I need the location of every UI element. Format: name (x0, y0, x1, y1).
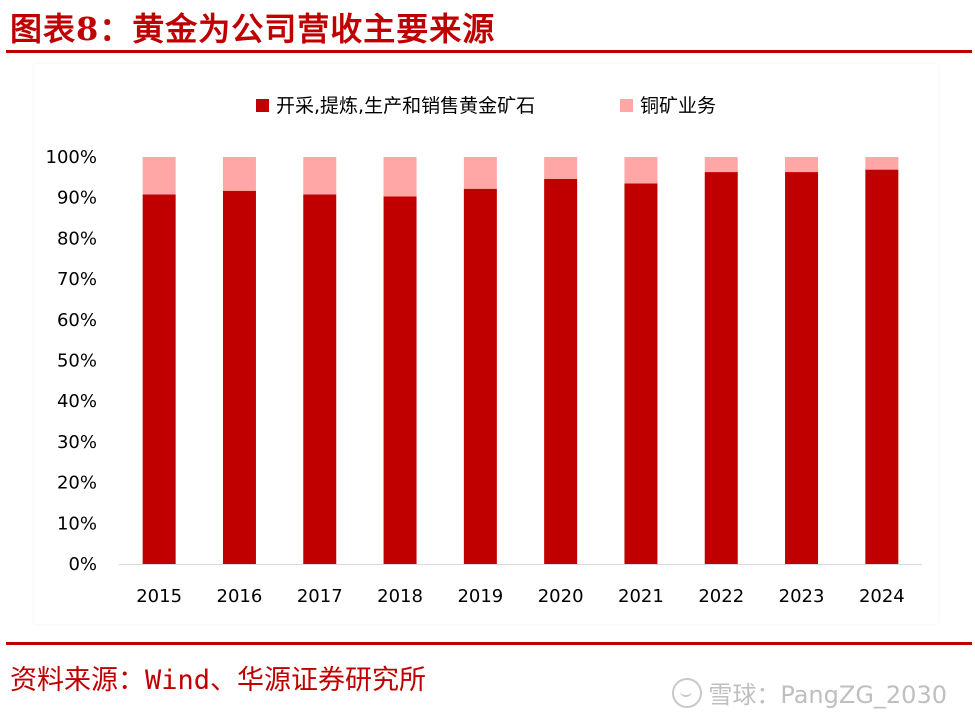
copper-bar (383, 157, 417, 197)
gold-bar (303, 194, 337, 564)
gold-bar (544, 178, 578, 564)
legend-swatch (620, 99, 633, 112)
x-tick-label: 2015 (136, 586, 182, 607)
x-tick-label: 2024 (859, 586, 905, 607)
legend-swatch (256, 99, 269, 112)
chart-panel: 开采,提炼,生产和销售黄金矿石 铜矿业务 0% 10% 20% 30% 40% 50% 60% 7… (34, 64, 938, 624)
title-divider (6, 50, 972, 53)
watermark-text: 雪球：PangZG_2030 (708, 681, 947, 709)
y-tick-label: 90% (57, 188, 97, 209)
y-tick-label: 60% (57, 310, 97, 331)
y-tick-label: 0% (68, 554, 97, 575)
y-tick-label: 20% (57, 473, 97, 494)
y-tick-label: 80% (57, 228, 97, 249)
copper-bar (865, 157, 899, 170)
source-note: 资料来源：Wind、华源证券研究所 (10, 665, 427, 696)
gold-bar (704, 172, 738, 564)
copper-bar (222, 157, 256, 191)
y-tick-label: 30% (57, 432, 97, 453)
gold-bar (383, 196, 417, 564)
y-tick-label: 70% (57, 269, 97, 290)
copper-bar (544, 157, 578, 179)
x-tick-label: 2016 (217, 586, 263, 607)
x-tick-label: 2022 (698, 586, 744, 607)
x-tick-label: 2023 (779, 586, 825, 607)
copper-bar (624, 157, 658, 184)
figure-title: 图表8：黄金为公司营收主要来源 (10, 10, 496, 48)
y-tick-label: 10% (57, 513, 97, 534)
copper-bar (303, 157, 337, 195)
gold-bar (624, 183, 658, 564)
copper-bar (142, 157, 176, 195)
y-tick-label: 50% (57, 351, 97, 372)
y-tick-label: 100% (46, 147, 97, 168)
copper-bar (785, 157, 819, 173)
copper-bar (704, 157, 738, 173)
source-divider (6, 642, 972, 645)
copper-bar (463, 157, 497, 189)
stacked-bar-chart: 开采,提炼,生产和销售黄金矿石 铜矿业务 0% 10% 20% 30% 40% 50% 60% 7… (46, 95, 922, 607)
watermark: 雪球：PangZG_2030 (672, 675, 947, 710)
x-tick-label: 2020 (538, 586, 584, 607)
legend-label: 铜矿业务 (640, 95, 716, 117)
legend-label: 开采,提炼,生产和销售黄金矿石 (276, 95, 535, 117)
gold-bar (785, 172, 819, 564)
x-tick-label: 2021 (618, 586, 664, 607)
gold-bar (142, 194, 176, 564)
gold-bar (222, 190, 256, 564)
y-tick-label: 40% (57, 391, 97, 412)
x-tick-label: 2017 (297, 586, 343, 607)
gold-bar (463, 188, 497, 564)
snowball-icon (672, 678, 703, 708)
gold-bar (865, 169, 899, 564)
x-tick-label: 2019 (457, 586, 503, 607)
x-tick-label: 2018 (377, 586, 423, 607)
